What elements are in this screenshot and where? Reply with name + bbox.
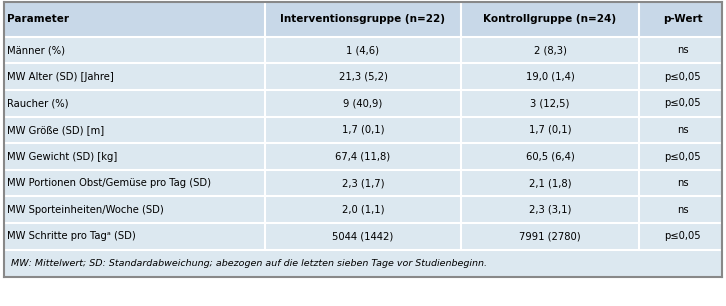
Text: p≤0,05: p≤0,05 <box>664 72 701 82</box>
Text: 7991 (2780): 7991 (2780) <box>519 231 581 241</box>
Text: MW Sporteinheiten/Woche (SD): MW Sporteinheiten/Woche (SD) <box>7 205 164 215</box>
Text: 60,5 (6,4): 60,5 (6,4) <box>526 151 574 162</box>
Bar <box>4 250 722 277</box>
Text: 21,3 (5,2): 21,3 (5,2) <box>338 72 388 82</box>
Bar <box>4 2 722 37</box>
Bar <box>4 196 722 223</box>
Text: 19,0 (1,4): 19,0 (1,4) <box>526 72 574 82</box>
Text: Interventionsgruppe (n=22): Interventionsgruppe (n=22) <box>280 14 446 24</box>
Text: 1 (4,6): 1 (4,6) <box>346 45 380 55</box>
Text: ns: ns <box>677 125 688 135</box>
Text: p≤0,05: p≤0,05 <box>664 231 701 241</box>
Text: ns: ns <box>677 205 688 215</box>
Text: MW Portionen Obst/Gemüse pro Tag (SD): MW Portionen Obst/Gemüse pro Tag (SD) <box>7 178 211 188</box>
Bar <box>4 37 722 63</box>
Text: 2,0 (1,1): 2,0 (1,1) <box>342 205 384 215</box>
Text: 67,4 (11,8): 67,4 (11,8) <box>335 151 391 162</box>
Text: Kontrollgruppe (n=24): Kontrollgruppe (n=24) <box>484 14 616 24</box>
Text: 5044 (1442): 5044 (1442) <box>333 231 393 241</box>
Text: 2,3 (1,7): 2,3 (1,7) <box>342 178 384 188</box>
Text: MW Alter (SD) [Jahre]: MW Alter (SD) [Jahre] <box>7 72 114 82</box>
Bar <box>4 63 722 90</box>
Bar <box>4 117 722 143</box>
Text: p≤0,05: p≤0,05 <box>664 98 701 108</box>
Text: 2,3 (3,1): 2,3 (3,1) <box>529 205 571 215</box>
Bar <box>4 143 722 170</box>
Text: 1,7 (0,1): 1,7 (0,1) <box>342 125 384 135</box>
Text: 2,1 (1,8): 2,1 (1,8) <box>529 178 571 188</box>
Bar <box>4 170 722 196</box>
Text: MW Schritte pro Tagᵃ (SD): MW Schritte pro Tagᵃ (SD) <box>7 231 136 241</box>
Text: p≤0,05: p≤0,05 <box>664 151 701 162</box>
Text: ns: ns <box>677 45 688 55</box>
Text: MW Größe (SD) [m]: MW Größe (SD) [m] <box>7 125 105 135</box>
Text: 3 (12,5): 3 (12,5) <box>530 98 570 108</box>
Text: Parameter: Parameter <box>7 14 69 24</box>
Text: p-Wert: p-Wert <box>663 14 702 24</box>
Text: ns: ns <box>677 178 688 188</box>
Text: MW Gewicht (SD) [kg]: MW Gewicht (SD) [kg] <box>7 151 118 162</box>
Text: 2 (8,3): 2 (8,3) <box>534 45 566 55</box>
Text: 1,7 (0,1): 1,7 (0,1) <box>529 125 571 135</box>
Text: Männer (%): Männer (%) <box>7 45 65 55</box>
Text: MW: Mittelwert; SD: Standardabweichung; abezogen auf die letzten sieben Tage vor: MW: Mittelwert; SD: Standardabweichung; … <box>11 259 487 268</box>
Bar <box>4 223 722 250</box>
Text: Raucher (%): Raucher (%) <box>7 98 69 108</box>
Bar <box>4 90 722 117</box>
Text: 9 (40,9): 9 (40,9) <box>343 98 383 108</box>
